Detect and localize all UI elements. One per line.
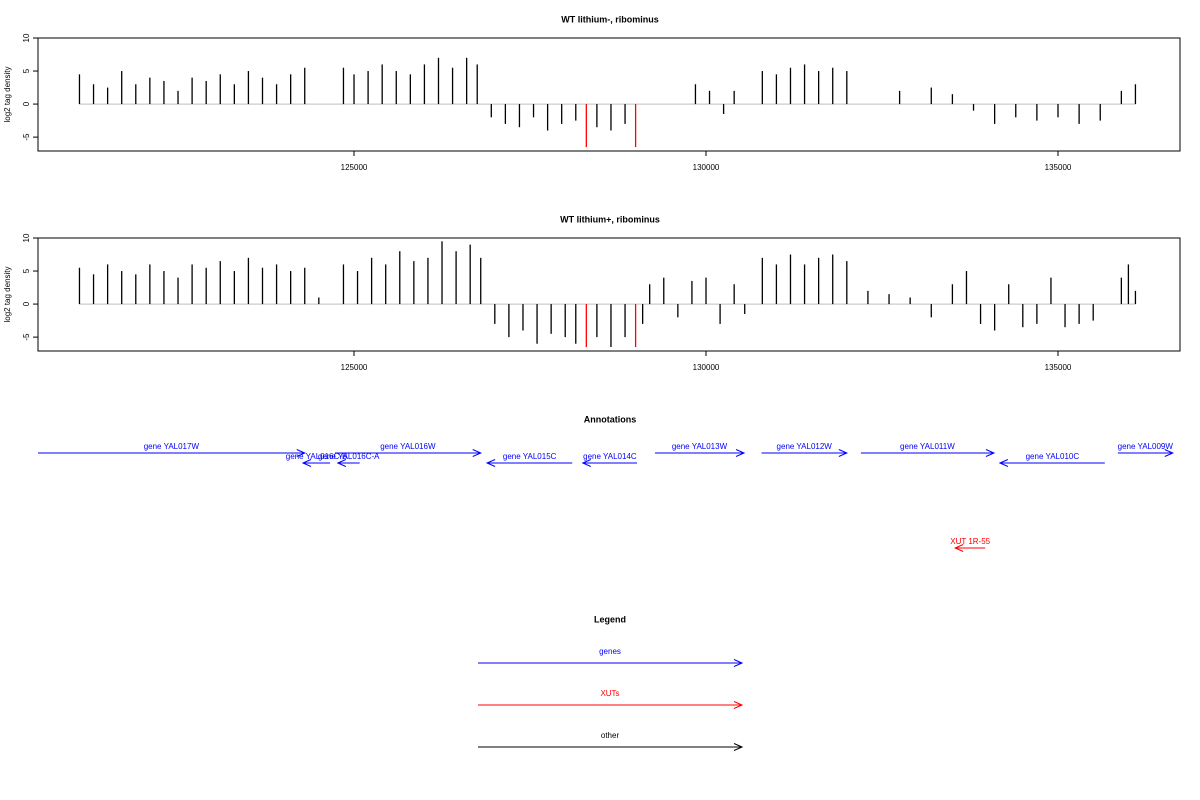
y-tick-label: 10 <box>22 233 31 242</box>
x-tick-label: 130000 <box>693 363 720 372</box>
legend-title: Legend <box>594 614 626 624</box>
x-tick-label: 125000 <box>341 363 368 372</box>
annotation-label: gene YAL013W <box>672 442 728 451</box>
annotation-label: gene YAL010C <box>1026 452 1080 461</box>
annotation-label: gene YAL014C <box>583 452 637 461</box>
annotation-label: gene YAL017W <box>144 442 200 451</box>
x-tick-label: 125000 <box>341 163 368 172</box>
annotation-arrow-head <box>838 449 849 457</box>
annotation-arrow-head <box>985 449 996 457</box>
annotation-label: gene YAL012W <box>777 442 833 451</box>
legend-arrow-head <box>733 743 744 751</box>
annotation-arrow-head <box>472 449 482 457</box>
annotation-arrow-head <box>296 449 306 457</box>
y-tick-label: 0 <box>22 301 31 306</box>
y-axis-label: log2 tag density <box>3 266 12 322</box>
y-tick-label: 5 <box>22 268 31 273</box>
y-tick-label: -5 <box>22 133 31 141</box>
legend-label: other <box>601 731 620 740</box>
annotation-arrow-head <box>735 449 746 457</box>
y-tick-label: -5 <box>22 333 31 341</box>
plot-frame <box>37 237 1181 352</box>
annotation-label: gene YAL009W <box>1118 442 1174 451</box>
x-tick-label: 135000 <box>1045 363 1072 372</box>
legend-arrow-head <box>733 659 744 667</box>
annotation-label: gene YAL016W <box>380 442 436 451</box>
annotation-arrow-head <box>301 459 312 467</box>
chart-title: WT lithium+, ribominus <box>560 214 660 224</box>
legend-label: genes <box>599 647 621 656</box>
x-tick-label: 135000 <box>1045 163 1072 172</box>
annotation-label: gene YAL016C-A <box>318 452 380 461</box>
annotation-arrow-head <box>336 459 347 467</box>
plot-frame <box>37 37 1181 152</box>
annotation-arrow-head <box>581 459 592 467</box>
annotations-title: Annotations <box>584 414 637 424</box>
legend-label: XUTs <box>600 689 619 698</box>
x-tick-label: 130000 <box>693 163 720 172</box>
chart-title: WT lithium-, ribominus <box>561 14 659 24</box>
annotation-arrow-head <box>485 459 496 467</box>
y-axis-label: log2 tag density <box>3 66 12 122</box>
annotation-arrow-head <box>1164 449 1174 457</box>
legend-arrow-head <box>733 701 744 709</box>
annotation-arrow-head <box>953 544 964 552</box>
annotation-arrow-head <box>998 459 1009 467</box>
y-tick-label: 0 <box>22 101 31 106</box>
y-tick-label: 10 <box>22 33 31 42</box>
y-tick-label: 5 <box>22 68 31 73</box>
annotation-label: gene YAL016C-B <box>286 452 348 461</box>
annotation-label: XUT 1R-55 <box>950 537 990 546</box>
annotation-label: gene YAL015C <box>503 452 557 461</box>
annotation-label: gene YAL011W <box>900 442 955 451</box>
